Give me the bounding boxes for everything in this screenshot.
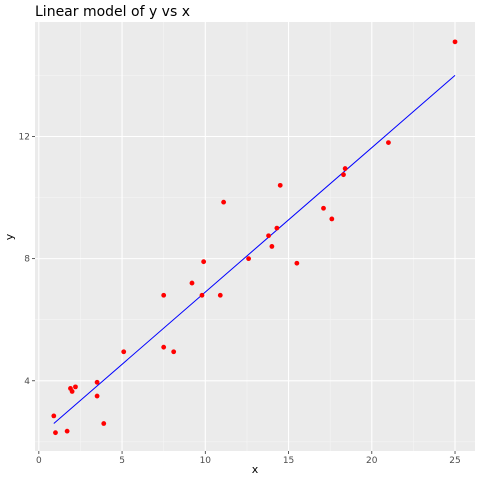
data-point [73,384,78,390]
minor-gridlines [35,22,475,451]
y-axis-title: y [3,233,16,240]
x-tick-label: 15 [283,456,294,466]
x-tick-label: 0 [36,456,42,466]
data-point [171,349,177,355]
data-point [69,389,75,394]
x-tick-label: 10 [200,456,212,466]
x-axis-ticks: 0 5 10 15 20 25 [36,451,461,466]
data-point [189,280,195,286]
data-point [221,199,227,205]
x-axis-title: x [252,463,259,476]
data-point [64,428,70,434]
chart-title: Linear model of y vs x [35,4,190,20]
data-point [452,39,458,45]
data-point [101,421,107,426]
data-point [266,233,271,239]
data-point [217,292,223,298]
plot-panel [35,22,475,451]
points-group [51,39,458,436]
data-point [53,430,58,436]
data-point [161,292,167,298]
data-point [386,140,391,146]
data-point [321,205,326,211]
y-tick-label: 4 [24,377,30,387]
y-tick-label: 8 [24,255,30,265]
x-tick-label: 5 [119,456,125,466]
data-point [341,172,346,178]
data-point [51,413,57,419]
data-point [199,292,205,298]
y-axis-ticks: 4 8 12 [19,133,35,387]
x-tick-label: 25 [449,456,460,466]
fit-line [53,75,456,424]
data-point [246,256,251,262]
data-point [277,182,283,188]
major-gridlines [35,22,475,451]
data-point [94,393,100,399]
data-point [294,260,300,266]
y-tick-label: 12 [19,133,30,143]
data-point [161,344,167,350]
data-point [329,216,335,222]
data-point [201,259,207,265]
data-point [121,349,127,355]
data-point [342,166,348,171]
x-tick-label: 20 [366,456,378,466]
data-point [269,244,275,249]
fit-line-group [53,75,456,424]
data-point [94,379,100,385]
data-point [274,225,280,231]
